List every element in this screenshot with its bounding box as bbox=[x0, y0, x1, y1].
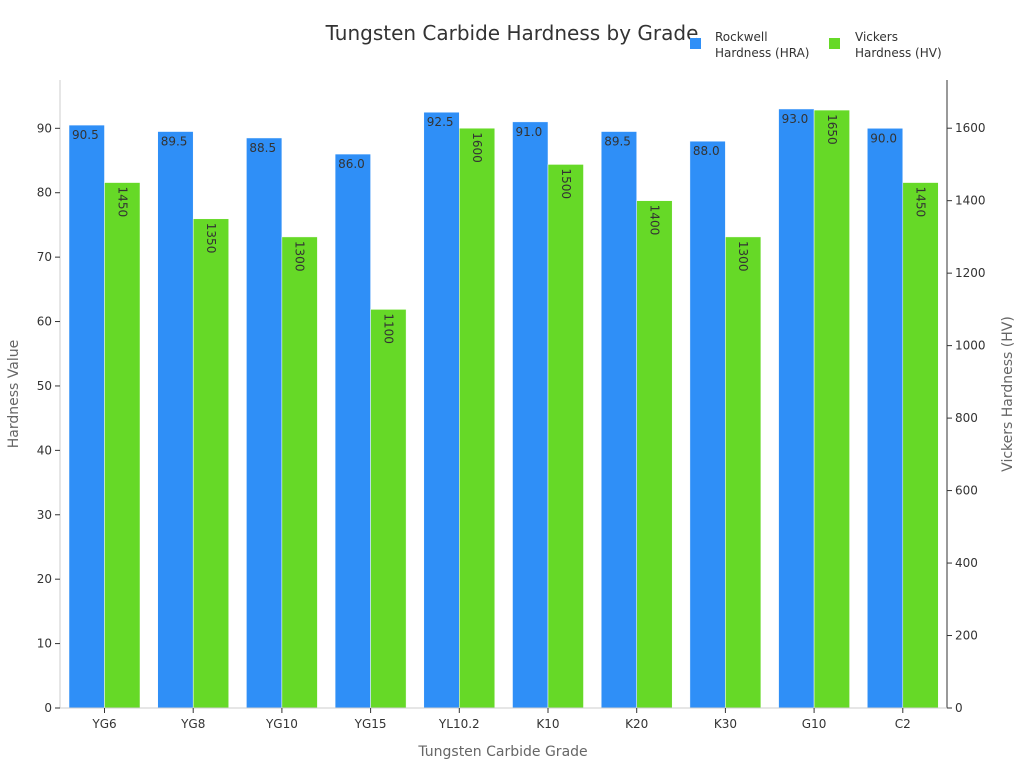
y2-tick-label: 800 bbox=[955, 411, 978, 425]
data-label-rockwell-yg10: 88.5 bbox=[249, 141, 276, 155]
data-label-rockwell-c2: 90.0 bbox=[870, 131, 897, 145]
bar-rockwell-yg8 bbox=[157, 131, 194, 709]
y2-tick-label: 1200 bbox=[955, 266, 986, 280]
chart-title: Tungsten Carbide Hardness by Grade bbox=[325, 21, 699, 45]
x-axis-ticks: YG6 YG8 YG10 YG15 YL10.2 K10 K20 K30 G10 C2 bbox=[91, 708, 911, 731]
y-tick-label: 90 bbox=[37, 121, 52, 135]
data-label-rockwell-k30: 88.0 bbox=[693, 144, 720, 158]
data-label-rockwell-yl10-2: 92.5 bbox=[427, 115, 454, 129]
y2-tick-label: 200 bbox=[955, 629, 978, 643]
bar-vickers-k10 bbox=[547, 164, 584, 709]
y2-tick-label: 600 bbox=[955, 484, 978, 498]
bar-rockwell-c2 bbox=[867, 128, 904, 709]
bar-vickers-yg6 bbox=[104, 182, 141, 709]
data-label-rockwell-yg6: 90.5 bbox=[72, 128, 99, 142]
y-tick-label: 40 bbox=[37, 443, 52, 457]
y2-tick-label: 0 bbox=[955, 701, 963, 715]
data-label-vickers-k20: 1400 bbox=[647, 205, 661, 236]
x-tick-label: C2 bbox=[895, 717, 911, 731]
bar-vickers-c2 bbox=[902, 182, 939, 709]
y-tick-label: 30 bbox=[37, 508, 52, 522]
legend: Rockwell Hardness (HRA) Vickers Hardness… bbox=[690, 30, 942, 60]
bar-vickers-k30 bbox=[725, 236, 762, 709]
y2-tick-label: 1000 bbox=[955, 339, 986, 353]
legend-swatch-rockwell bbox=[690, 38, 701, 49]
y2-tick-label: 1400 bbox=[955, 194, 986, 208]
x-tick-label: YG8 bbox=[180, 717, 205, 731]
bar-rockwell-k30 bbox=[689, 140, 726, 709]
x-tick-label: YG10 bbox=[265, 717, 298, 731]
data-label-rockwell-g10: 93.0 bbox=[782, 112, 809, 126]
x-tick-label: K20 bbox=[625, 717, 648, 731]
legend-label-vickers-line1: Vickers bbox=[855, 30, 898, 44]
data-label-rockwell-k20: 89.5 bbox=[604, 135, 631, 149]
x-axis-label: Tungsten Carbide Grade bbox=[417, 744, 587, 760]
bar-rockwell-yg15 bbox=[334, 153, 371, 709]
y2-axis-label: Vickers Hardness (HV) bbox=[1000, 316, 1016, 472]
data-label-rockwell-k10: 91.0 bbox=[516, 125, 543, 139]
y-tick-label: 20 bbox=[37, 572, 52, 586]
bar-vickers-yg15 bbox=[370, 309, 407, 709]
data-label-vickers-yg15: 1100 bbox=[381, 313, 395, 344]
y-axis-label: Hardness Value bbox=[6, 340, 22, 448]
bar-vickers-yg8 bbox=[192, 218, 229, 709]
x-tick-label: YG15 bbox=[354, 717, 387, 731]
bar-vickers-yl10-2 bbox=[459, 127, 496, 709]
y-tick-label: 80 bbox=[37, 186, 52, 200]
legend-swatch-vickers bbox=[829, 38, 840, 49]
data-label-vickers-c2: 1450 bbox=[914, 187, 928, 218]
x-tick-label: G10 bbox=[802, 717, 827, 731]
y-tick-label: 50 bbox=[37, 379, 52, 393]
x-tick-label: K10 bbox=[536, 717, 559, 731]
y2-tick-label: 400 bbox=[955, 556, 978, 570]
bar-rockwell-g10 bbox=[778, 108, 815, 709]
bar-vickers-g10 bbox=[813, 109, 850, 709]
bar-rockwell-yg10 bbox=[246, 137, 283, 709]
data-label-vickers-k30: 1300 bbox=[736, 241, 750, 272]
y-tick-label: 70 bbox=[37, 250, 52, 264]
y-axis-ticks: 0 10 20 30 40 50 60 70 80 90 bbox=[37, 121, 60, 715]
y2-axis-ticks: 0 200 400 600 800 1000 1200 1400 1600 bbox=[947, 121, 986, 715]
bar-rockwell-yg6 bbox=[68, 124, 105, 709]
data-label-vickers-g10: 1650 bbox=[825, 114, 839, 145]
data-label-rockwell-yg8: 89.5 bbox=[161, 135, 188, 149]
bar-rockwell-k20 bbox=[600, 131, 637, 709]
bar-vickers-yg10 bbox=[281, 236, 318, 709]
data-label-vickers-yg6: 1450 bbox=[115, 187, 129, 218]
data-label-vickers-yl10-2: 1600 bbox=[470, 132, 484, 163]
data-label-rockwell-yg15: 86.0 bbox=[338, 157, 365, 171]
bars bbox=[68, 108, 939, 709]
data-label-vickers-yg8: 1350 bbox=[204, 223, 218, 254]
data-label-vickers-yg10: 1300 bbox=[293, 241, 307, 272]
bar-vickers-k20 bbox=[636, 200, 673, 709]
y-tick-label: 60 bbox=[37, 315, 52, 329]
legend-label-vickers-line2: Hardness (HV) bbox=[855, 46, 942, 60]
x-tick-label: K30 bbox=[714, 717, 737, 731]
y2-tick-label: 1600 bbox=[955, 121, 986, 135]
legend-label-rockwell-line2: Hardness (HRA) bbox=[715, 46, 809, 60]
bar-rockwell-k10 bbox=[512, 121, 549, 709]
x-tick-label: YL10.2 bbox=[438, 717, 480, 731]
y-tick-label: 0 bbox=[44, 701, 52, 715]
data-label-vickers-k10: 1500 bbox=[559, 168, 573, 199]
y-tick-label: 10 bbox=[37, 637, 52, 651]
legend-label-rockwell-line1: Rockwell bbox=[715, 30, 768, 44]
data-labels: 90.5 1450 89.5 1350 88.5 1300 86.0 1100 92.5 1600… bbox=[72, 112, 928, 344]
x-tick-label: YG6 bbox=[91, 717, 116, 731]
bar-rockwell-yl10-2 bbox=[423, 111, 460, 709]
